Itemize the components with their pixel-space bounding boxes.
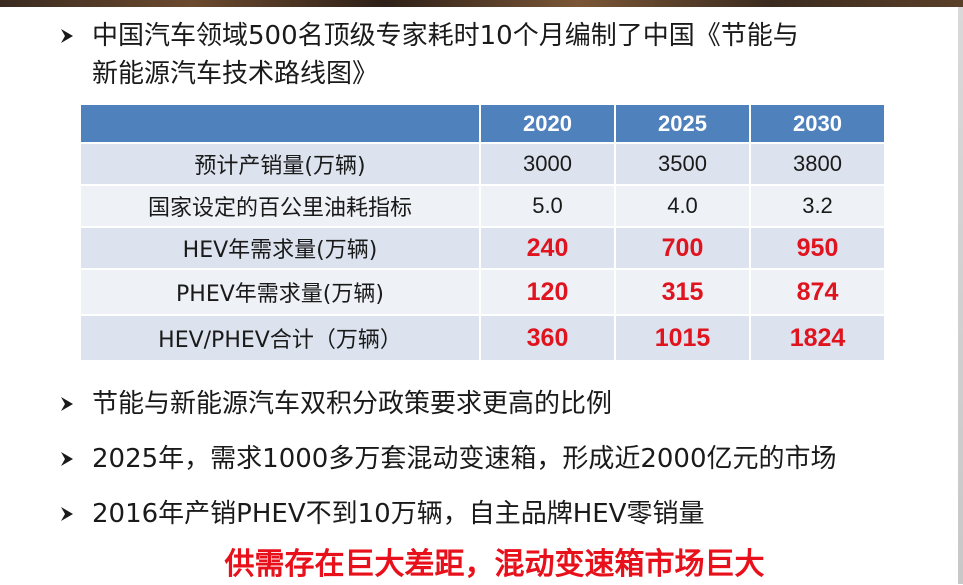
bullet-item-2016-sales: 2016年产销PHEV不到10万辆，自主品牌HEV零销量 <box>58 496 704 532</box>
arrow-bullet-icon <box>58 450 76 468</box>
arrow-bullet-icon <box>58 505 76 523</box>
table-row: 预计产销量(万辆) 3000 3500 3800 <box>81 144 884 186</box>
table-cell-highlight: 950 <box>751 228 884 270</box>
table-cell: 3500 <box>616 144 751 186</box>
table-cell: 5.0 <box>481 186 616 228</box>
row-label: PHEV年需求量(万辆) <box>81 270 481 316</box>
table-cell-highlight: 240 <box>481 228 616 270</box>
row-label: HEV年需求量(万辆) <box>81 228 481 270</box>
table-cell-highlight: 120 <box>481 270 616 316</box>
table-header-row: 2020 2025 2030 <box>81 105 884 144</box>
table-row: HEV年需求量(万辆) 240 700 950 <box>81 228 884 270</box>
table-cell-highlight: 315 <box>616 270 751 316</box>
table-header-cell: 2020 <box>481 105 616 144</box>
table-cell-highlight: 874 <box>751 270 884 316</box>
table-cell-highlight: 1015 <box>616 316 751 362</box>
bullet-item-2025-market: 2025年，需求1000多万套混动变速箱，形成近2000亿元的市场 <box>58 441 837 477</box>
table-cell: 4.0 <box>616 186 751 228</box>
table-row: HEV/PHEV合计（万辆） 360 1015 1824 <box>81 316 884 362</box>
arrow-bullet-icon <box>58 395 76 413</box>
table-cell-highlight: 700 <box>616 228 751 270</box>
row-label: 国家设定的百公里油耗指标 <box>81 186 481 228</box>
table-row: PHEV年需求量(万辆) 120 315 874 <box>81 270 884 316</box>
table-header-cell: 2030 <box>751 105 884 144</box>
conclusion-label: 供需存在巨大差距，混动变速箱市场巨大 <box>224 547 765 582</box>
bullet-text: 中国汽车领域500名顶级专家耗时10个月编制了中国《节能与 新能源汽车技术路线图… <box>92 17 799 93</box>
bullet-text: 2025年，需求1000多万套混动变速箱，形成近2000亿元的市场 <box>92 444 837 474</box>
table-cell: 3.2 <box>751 186 884 228</box>
right-edge-border <box>958 7 963 584</box>
top-decorative-strip <box>0 0 963 7</box>
table-cell-highlight: 1824 <box>751 316 884 362</box>
bullet-text-line-1: 中国汽车领域500名顶级专家耗时10个月编制了中国《节能与 <box>92 21 799 51</box>
bullet-item-roadmap: 中国汽车领域500名顶级专家耗时10个月编制了中国《节能与 新能源汽车技术路线图… <box>58 17 799 93</box>
table-row: 国家设定的百公里油耗指标 5.0 4.0 3.2 <box>81 186 884 228</box>
arrow-bullet-icon <box>58 27 76 45</box>
table-header-cell: 2025 <box>616 105 751 144</box>
table-cell: 3800 <box>751 144 884 186</box>
bullet-item-dual-credit: 节能与新能源汽车双积分政策要求更高的比例 <box>58 386 612 422</box>
table-header-cell <box>81 105 481 144</box>
forecast-table: 2020 2025 2030 预计产销量(万辆) 3000 3500 3800 … <box>81 105 884 362</box>
table-cell-highlight: 360 <box>481 316 616 362</box>
bullet-text: 节能与新能源汽车双积分政策要求更高的比例 <box>92 389 613 419</box>
bullet-text-line-2: 新能源汽车技术路线图》 <box>92 59 379 89</box>
bullet-text: 2016年产销PHEV不到10万辆，自主品牌HEV零销量 <box>92 499 705 529</box>
conclusion-text: 供需存在巨大差距，混动变速箱市场巨大 <box>0 545 963 585</box>
row-label: HEV/PHEV合计（万辆） <box>81 316 481 362</box>
row-label: 预计产销量(万辆) <box>81 144 481 186</box>
table-cell: 3000 <box>481 144 616 186</box>
